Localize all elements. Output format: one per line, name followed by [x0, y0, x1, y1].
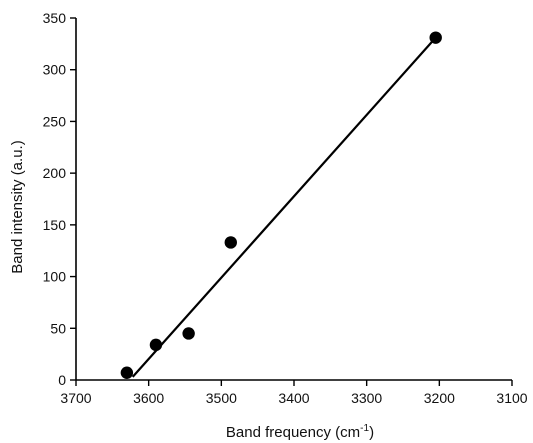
- data-points: [120, 31, 442, 379]
- y-tick-label: 50: [50, 320, 66, 336]
- x-tick-label: 3300: [351, 390, 382, 406]
- y-tick-label: 250: [43, 113, 67, 129]
- tick-labels: 0 50 100 150 200 250 300 350 3700 3600 3500 3400 330…: [43, 10, 528, 406]
- y-tick-label: 100: [43, 269, 67, 285]
- y-tick-label: 150: [43, 217, 67, 233]
- fit-line-group: [131, 36, 437, 378]
- y-axis-label: Band intensity (a.u.): [9, 140, 26, 273]
- y-tick-label: 300: [43, 62, 67, 78]
- x-tick-label: 3700: [60, 390, 91, 406]
- y-tick-label: 200: [43, 165, 67, 181]
- x-tick-label: 3200: [424, 390, 455, 406]
- x-axis-label: Band frequency (cm-1): [226, 423, 374, 441]
- data-point: [120, 366, 134, 379]
- x-tick-label: 3400: [278, 390, 309, 406]
- y-tick-label: 350: [43, 10, 67, 26]
- x-tick-label: 3500: [206, 390, 237, 406]
- fit-line: [131, 36, 437, 378]
- data-point: [182, 327, 195, 340]
- axes: [70, 17, 513, 386]
- y-tick-label: 0: [58, 372, 66, 388]
- data-point: [429, 31, 442, 44]
- data-point: [149, 338, 163, 352]
- x-tick-label: 3100: [496, 390, 527, 406]
- x-tick-label: 3600: [133, 390, 164, 406]
- data-point: [224, 236, 237, 249]
